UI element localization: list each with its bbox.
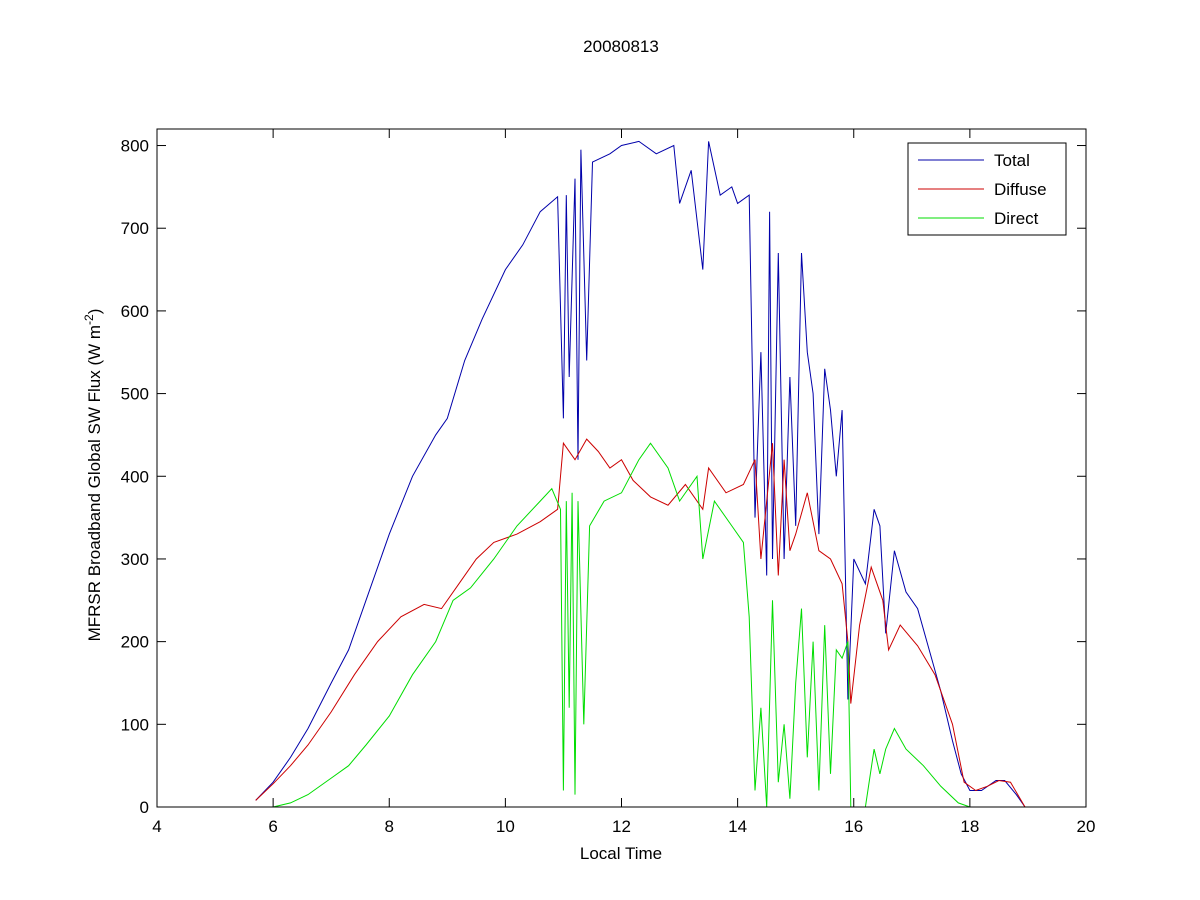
chart-title: 20080813 — [583, 37, 659, 56]
y-label-suffix: ) — [85, 309, 104, 315]
y-tick-label: 100 — [121, 715, 149, 734]
y-tick-label: 0 — [140, 798, 149, 817]
y-label-sup: -2 — [82, 314, 96, 325]
x-tick-label: 12 — [612, 817, 631, 836]
y-tick-label: 300 — [121, 550, 149, 569]
legend-label: Direct — [994, 209, 1039, 228]
x-tick-label: 8 — [385, 817, 394, 836]
y-label-text: MFRSR Broadband Global SW Flux (W m — [85, 325, 104, 641]
y-tick-label: 800 — [121, 137, 149, 156]
y-tick-label: 700 — [121, 219, 149, 238]
y-tick-label: 400 — [121, 467, 149, 486]
plot-frame — [156, 128, 1087, 808]
y-tick-label: 500 — [121, 385, 149, 404]
x-tick-label: 4 — [152, 817, 161, 836]
x-tick-label: 10 — [496, 817, 515, 836]
y-axis-label: MFRSR Broadband Global SW Flux (W m-2) — [82, 309, 104, 642]
x-tick-label: 14 — [728, 817, 747, 836]
series-line — [255, 438, 1026, 808]
series-line — [255, 140, 1026, 808]
x-tick-label: 20 — [1077, 817, 1096, 836]
y-tick-label: 600 — [121, 302, 149, 321]
x-tick-label: 18 — [960, 817, 979, 836]
y-tick-label: 200 — [121, 633, 149, 652]
x-tick-label: 6 — [268, 817, 277, 836]
x-tick-label: 16 — [844, 817, 863, 836]
legend-label: Diffuse — [994, 180, 1047, 199]
legend-label: Total — [994, 151, 1030, 170]
x-axis-label: Local Time — [580, 844, 662, 863]
